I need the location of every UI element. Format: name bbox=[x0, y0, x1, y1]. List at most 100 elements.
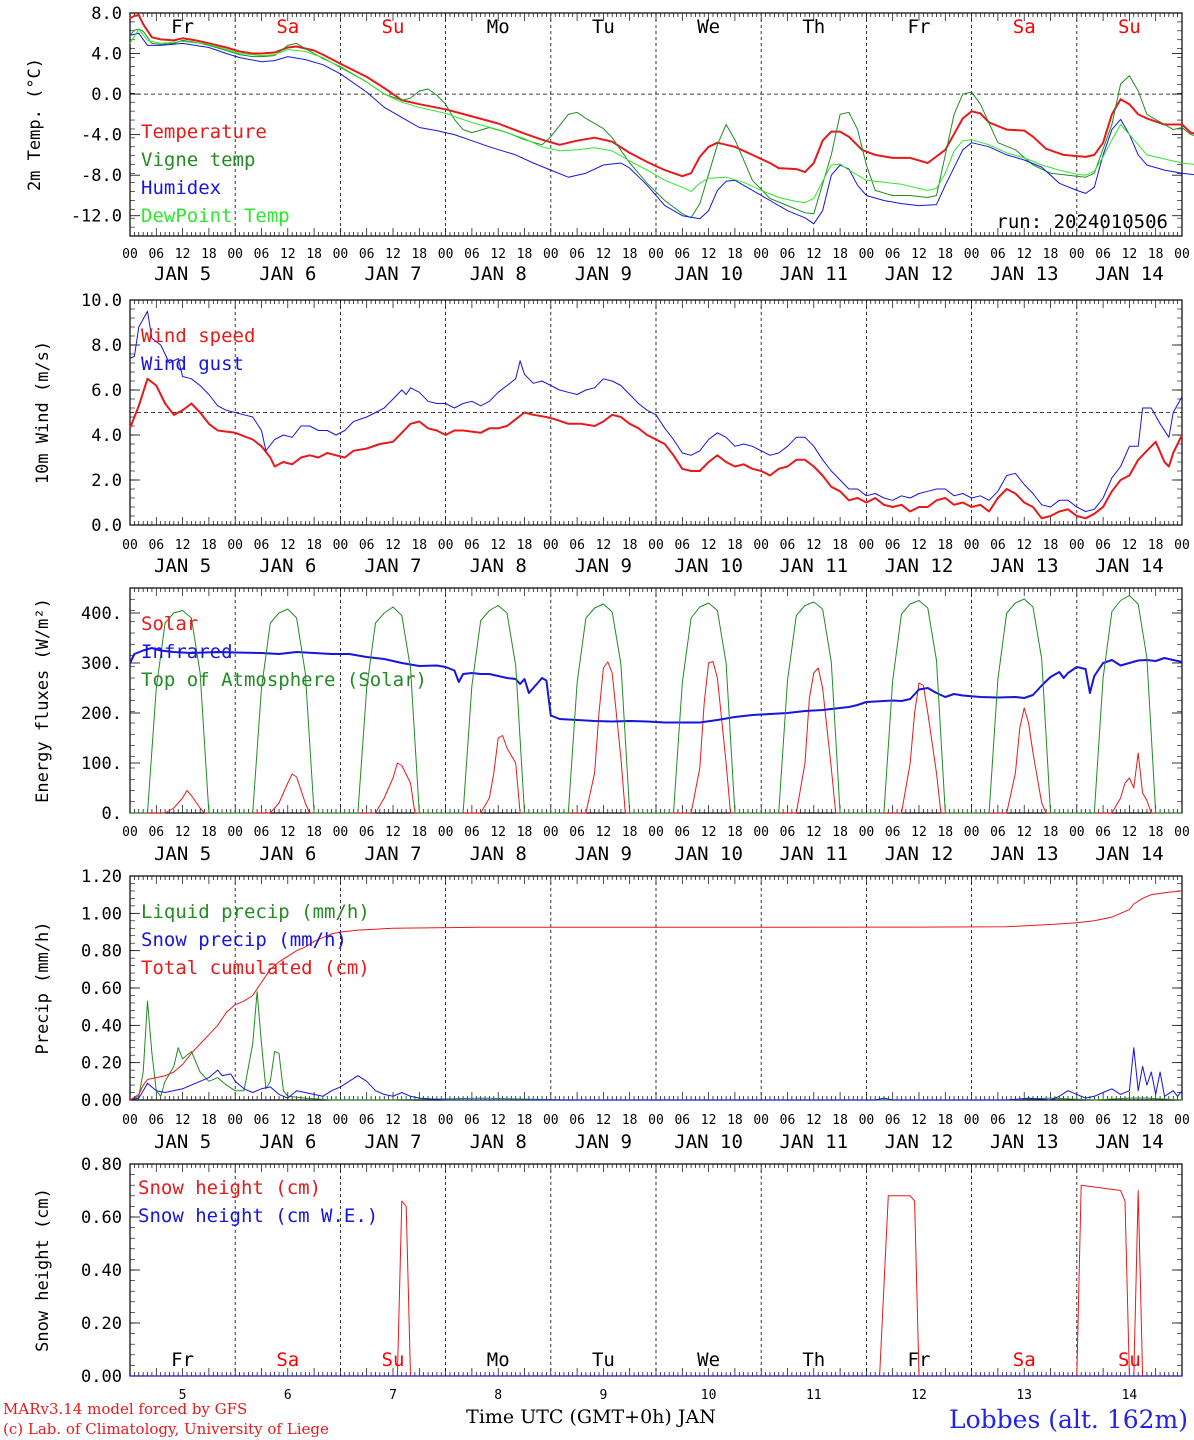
legend-entry: Temperature bbox=[141, 121, 267, 143]
date-label: JAN 8 bbox=[470, 263, 527, 285]
date-label: JAN 6 bbox=[259, 843, 316, 865]
y-axis-label: 2m Temp. (°C) bbox=[25, 58, 45, 191]
y-tick-label: 0.60 bbox=[81, 979, 122, 999]
date-label: JAN 7 bbox=[364, 555, 421, 577]
hour-tick-label: 00 bbox=[1174, 825, 1190, 840]
hour-tick-label: 12 bbox=[596, 1113, 612, 1128]
hour-tick-label: 12 bbox=[701, 825, 717, 840]
date-label: JAN 6 bbox=[259, 555, 316, 577]
hour-tick-label: 18 bbox=[306, 1113, 322, 1128]
hour-tick-label: 06 bbox=[780, 1113, 796, 1128]
date-label: JAN 12 bbox=[885, 263, 954, 285]
hour-tick-label: 00 bbox=[964, 247, 980, 262]
y-tick-label: 10.0 bbox=[81, 291, 122, 311]
day-of-week-label: Sa bbox=[1013, 1349, 1036, 1371]
day-of-week-label: Su bbox=[1118, 16, 1141, 38]
date-label: JAN 12 bbox=[885, 1131, 954, 1153]
hour-tick-label: 06 bbox=[359, 538, 375, 553]
date-label: JAN 12 bbox=[885, 555, 954, 577]
date-label: JAN 5 bbox=[154, 843, 211, 865]
hour-tick-label: 00 bbox=[227, 247, 243, 262]
hour-tick-label: 06 bbox=[254, 538, 270, 553]
y-tick-label: 0.40 bbox=[81, 1016, 122, 1036]
hour-tick-label: 06 bbox=[254, 825, 270, 840]
hour-tick-label: 12 bbox=[385, 247, 401, 262]
date-label: JAN 11 bbox=[779, 555, 848, 577]
day-of-week-label: Su bbox=[382, 16, 405, 38]
hour-tick-label: 06 bbox=[885, 1113, 901, 1128]
hour-tick-label: 00 bbox=[648, 1113, 664, 1128]
series-total-cumulated-cm- bbox=[129, 890, 1183, 1101]
day-of-week-label: Fr bbox=[908, 16, 931, 38]
series-vigne-temp bbox=[129, 28, 1194, 219]
y-tick-label: -4.0 bbox=[81, 126, 122, 146]
hour-tick-label: 18 bbox=[306, 825, 322, 840]
day-of-week-label: Th bbox=[802, 16, 825, 38]
day-of-week-label: Fr bbox=[171, 1349, 194, 1371]
date-label: JAN 14 bbox=[1095, 1131, 1164, 1153]
hour-tick-label: 12 bbox=[701, 1113, 717, 1128]
hour-tick-label: 06 bbox=[359, 825, 375, 840]
hour-tick-label: 12 bbox=[1122, 538, 1138, 553]
hour-tick-label: 00 bbox=[122, 538, 138, 553]
hour-tick-label: 00 bbox=[543, 825, 559, 840]
hour-tick-label: 18 bbox=[1043, 247, 1059, 262]
hour-tick-label: 00 bbox=[227, 1113, 243, 1128]
hour-tick-label: 18 bbox=[937, 825, 953, 840]
day-of-week-label: We bbox=[697, 1349, 720, 1371]
day-of-week-label: Tu bbox=[592, 1349, 615, 1371]
hour-tick-label: 00 bbox=[1069, 825, 1085, 840]
plot-frame bbox=[129, 12, 1183, 237]
hour-tick-label: 12 bbox=[596, 825, 612, 840]
y-tick-label: 1.00 bbox=[81, 904, 122, 924]
hour-tick-label: 00 bbox=[648, 247, 664, 262]
hour-tick-label: 12 bbox=[806, 538, 822, 553]
hour-tick-label: 06 bbox=[885, 825, 901, 840]
hour-tick-label: 18 bbox=[832, 1113, 848, 1128]
y-tick-label: 200. bbox=[81, 704, 122, 724]
date-label: JAN 10 bbox=[674, 263, 743, 285]
date-label: JAN 12 bbox=[885, 843, 954, 865]
y-axis-label: Snow height (cm) bbox=[33, 1188, 53, 1352]
hour-tick-label: 00 bbox=[1069, 1113, 1085, 1128]
hour-tick-label: 18 bbox=[201, 825, 217, 840]
date-label: JAN 13 bbox=[990, 1131, 1059, 1153]
hour-tick-label: 06 bbox=[674, 247, 690, 262]
date-label: JAN 14 bbox=[1095, 263, 1164, 285]
date-label: JAN 14 bbox=[1095, 555, 1164, 577]
hour-tick-label: 12 bbox=[1122, 1113, 1138, 1128]
series-temperature bbox=[129, 14, 1194, 178]
hour-tick-label: 18 bbox=[411, 247, 427, 262]
hour-tick-label: 06 bbox=[464, 247, 480, 262]
day-of-week-label: We bbox=[697, 16, 720, 38]
series-dewpoint-temp bbox=[129, 28, 1194, 204]
hour-tick-label: 06 bbox=[569, 1113, 585, 1128]
hour-tick-label: 12 bbox=[175, 538, 191, 553]
date-label: JAN 9 bbox=[575, 843, 632, 865]
station-title: Lobbes (alt. 162m) bbox=[949, 1405, 1188, 1434]
hour-tick-label: 00 bbox=[859, 1113, 875, 1128]
hour-tick-label: 18 bbox=[1148, 247, 1164, 262]
hour-tick-label: 12 bbox=[1122, 247, 1138, 262]
hour-tick-label: 06 bbox=[569, 825, 585, 840]
hour-tick-label: 18 bbox=[832, 825, 848, 840]
hour-tick-label: 06 bbox=[148, 1113, 164, 1128]
hour-tick-label: 00 bbox=[753, 247, 769, 262]
hour-tick-label: 06 bbox=[674, 538, 690, 553]
y-tick-label: 8.0 bbox=[91, 336, 122, 356]
hour-tick-label: 06 bbox=[148, 825, 164, 840]
panel-3: 400. 300. 200. 100. 0. Energy fluxes (W/m²) So… bbox=[33, 587, 1190, 865]
hour-tick-label: 06 bbox=[885, 247, 901, 262]
series-humidex bbox=[129, 32, 1194, 225]
date-label: JAN 10 bbox=[674, 843, 743, 865]
hour-tick-label: 06 bbox=[1095, 538, 1111, 553]
bottom-day-number: 8 bbox=[494, 1388, 502, 1403]
hour-tick-label: 00 bbox=[1069, 247, 1085, 262]
x-axis-title: Time UTC (GMT+0h) JAN bbox=[466, 1406, 716, 1428]
bottom-day-number: 14 bbox=[1122, 1388, 1138, 1403]
hour-tick-label: 18 bbox=[727, 825, 743, 840]
legend-entry: DewPoint Temp bbox=[141, 205, 290, 227]
day-of-week-label: Su bbox=[1118, 1349, 1141, 1371]
hour-tick-label: 06 bbox=[569, 247, 585, 262]
hour-tick-label: 12 bbox=[280, 1113, 296, 1128]
